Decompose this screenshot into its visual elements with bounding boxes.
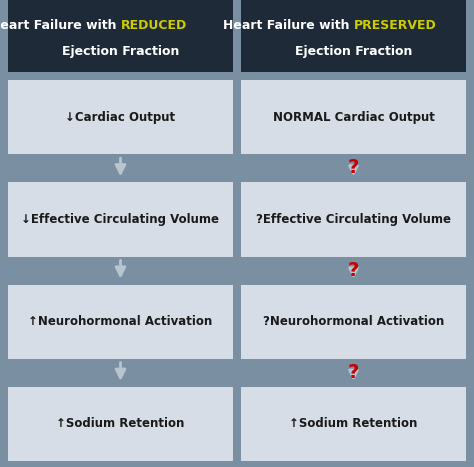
FancyBboxPatch shape	[241, 0, 466, 72]
Text: ?Neurohormonal Activation: ?Neurohormonal Activation	[263, 315, 444, 328]
FancyBboxPatch shape	[241, 387, 466, 461]
Text: PRESERVED: PRESERVED	[354, 20, 436, 32]
FancyBboxPatch shape	[8, 284, 233, 359]
Text: ↓Cardiac Output: ↓Cardiac Output	[65, 111, 175, 124]
Text: ↑Sodium Retention: ↑Sodium Retention	[289, 417, 418, 431]
FancyBboxPatch shape	[8, 182, 233, 256]
Text: NORMAL Cardiac Output: NORMAL Cardiac Output	[273, 111, 435, 124]
Text: ↓Effective Circulating Volume: ↓Effective Circulating Volume	[21, 213, 219, 226]
Text: ?: ?	[348, 158, 359, 177]
Text: Heart Failure with: Heart Failure with	[223, 20, 354, 32]
FancyBboxPatch shape	[241, 284, 466, 359]
Text: ?: ?	[348, 363, 359, 382]
FancyBboxPatch shape	[8, 387, 233, 461]
Text: Heart Failure with: Heart Failure with	[0, 20, 120, 32]
FancyBboxPatch shape	[241, 80, 466, 154]
Text: ?Effective Circulating Volume: ?Effective Circulating Volume	[256, 213, 451, 226]
Text: Ejection Fraction: Ejection Fraction	[62, 45, 179, 58]
FancyBboxPatch shape	[8, 0, 233, 72]
FancyBboxPatch shape	[241, 182, 466, 256]
FancyBboxPatch shape	[8, 80, 233, 154]
Text: ↑Neurohormonal Activation: ↑Neurohormonal Activation	[28, 315, 213, 328]
Text: REDUCED: REDUCED	[120, 20, 187, 32]
Text: ↑Sodium Retention: ↑Sodium Retention	[56, 417, 185, 431]
Text: Ejection Fraction: Ejection Fraction	[295, 45, 412, 58]
Text: ?: ?	[348, 261, 359, 280]
